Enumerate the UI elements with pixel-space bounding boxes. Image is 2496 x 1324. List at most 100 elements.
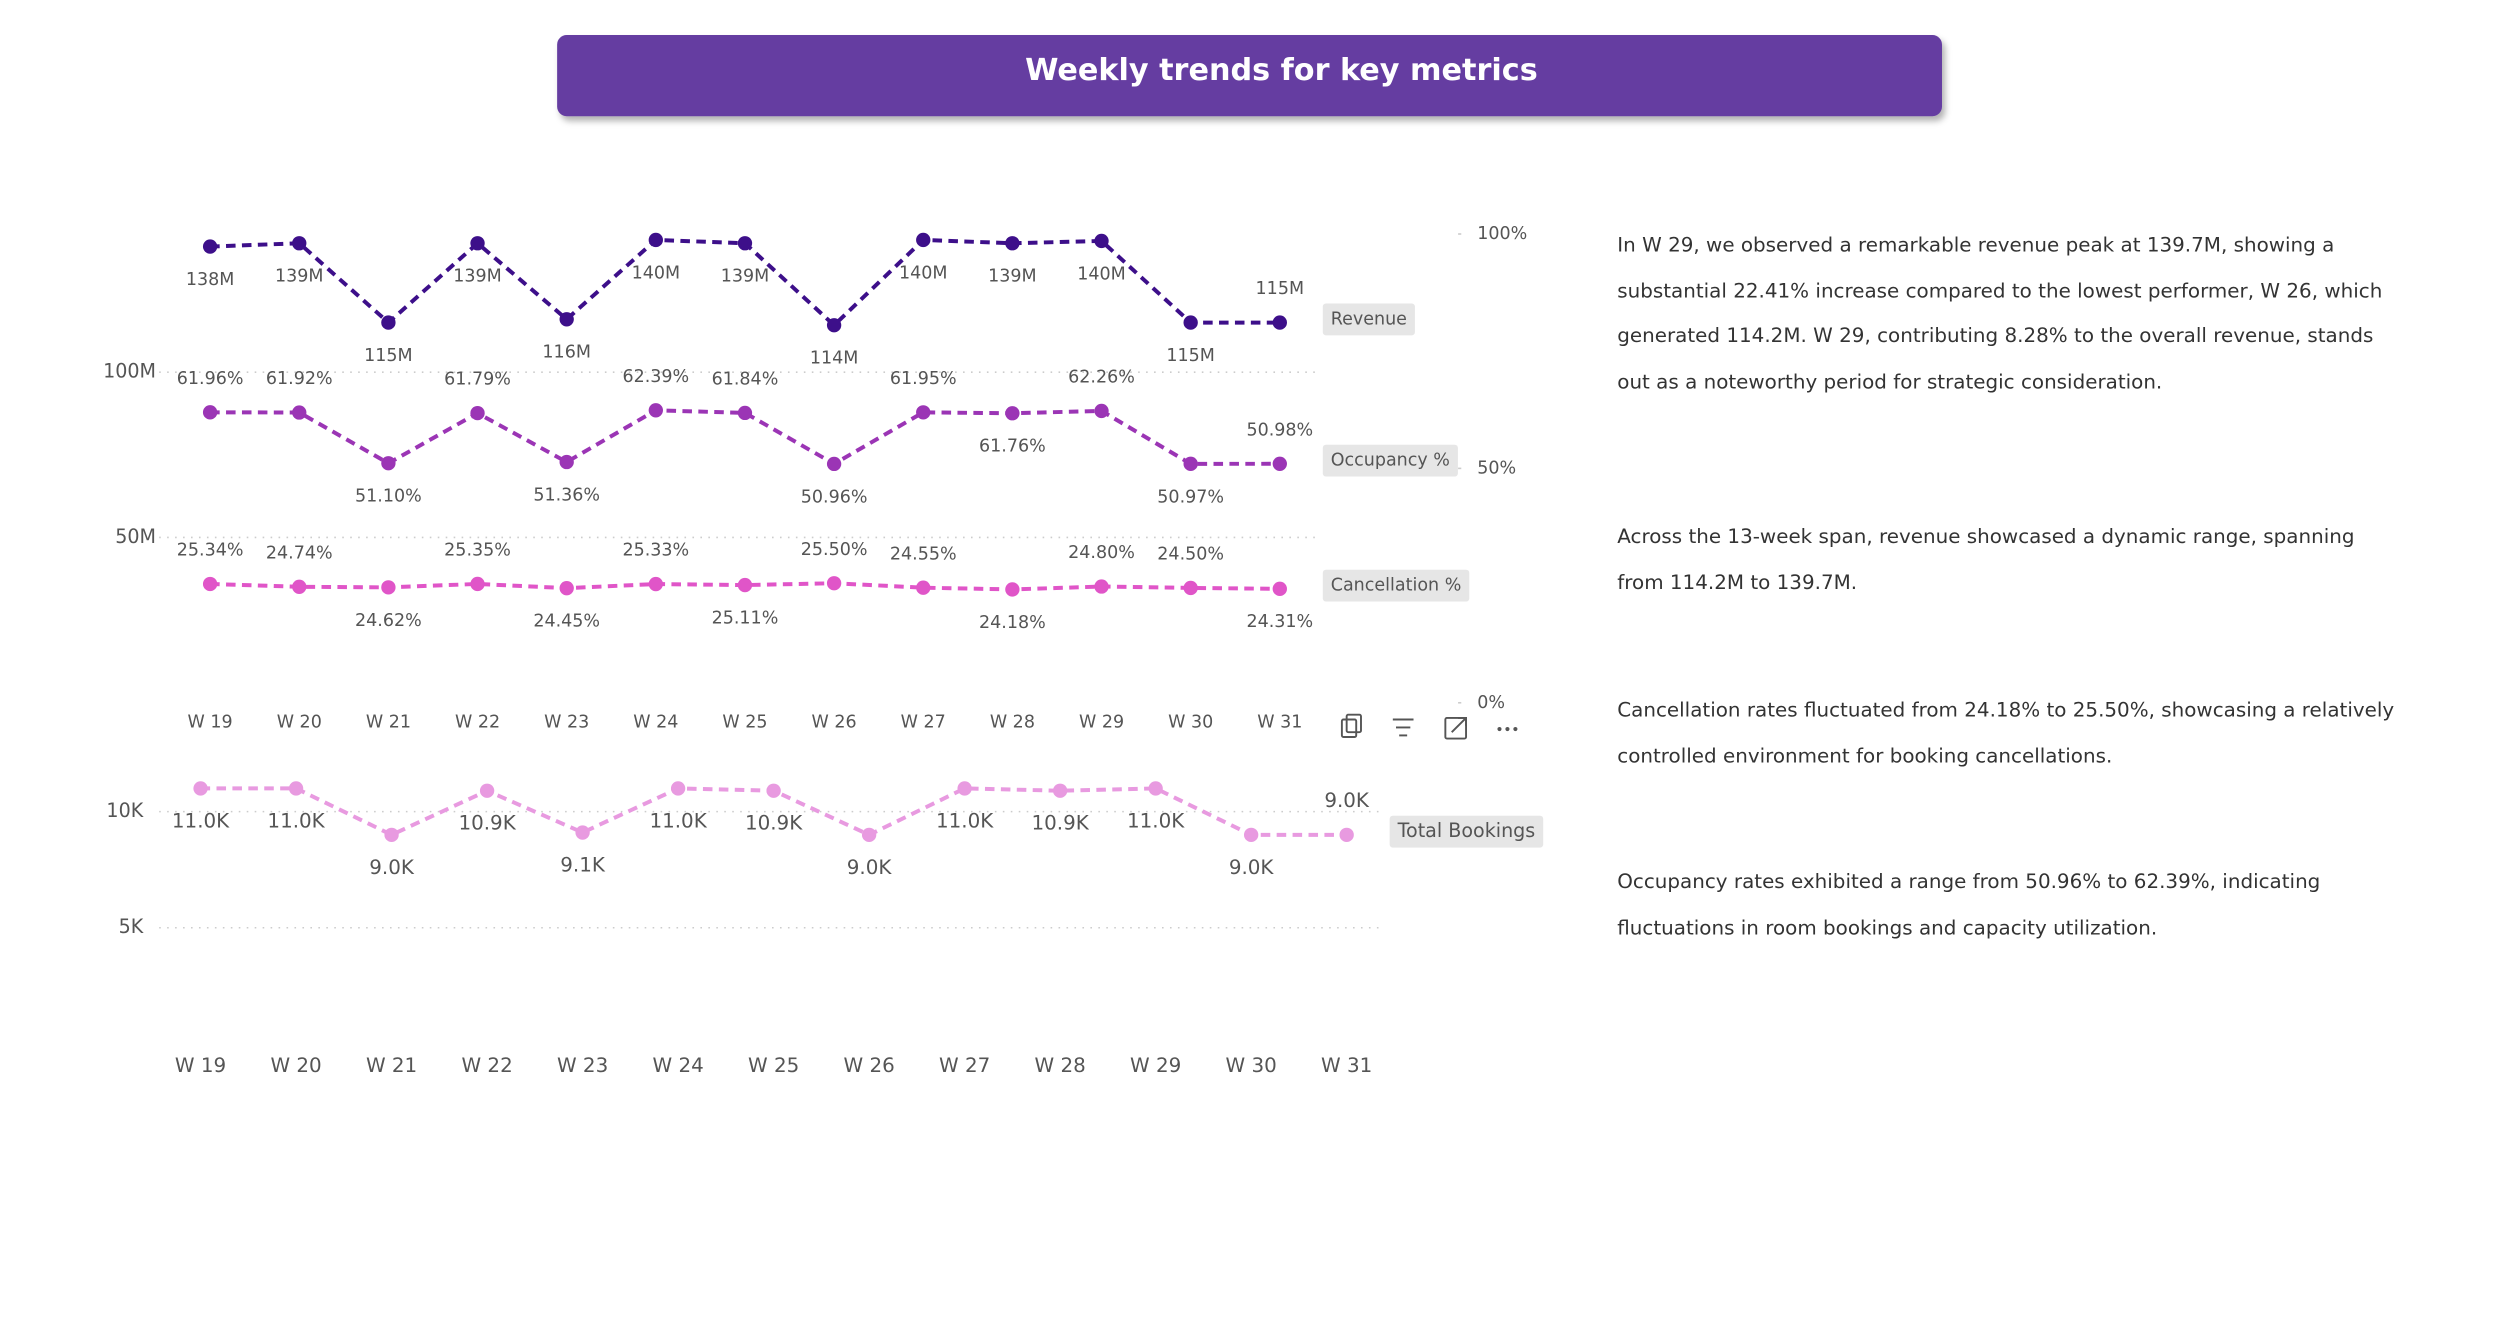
data-label: 24.55% [890, 544, 957, 564]
x-tick-label: W 31 [1321, 1054, 1372, 1077]
data-point [559, 312, 574, 327]
data-point [1272, 315, 1287, 330]
data-label: 114M [810, 349, 859, 369]
x-tick-label: W 25 [722, 713, 767, 733]
data-label: 140M [899, 263, 948, 283]
y-tick-label: 10K [106, 799, 143, 822]
data-label: 139M [721, 267, 770, 287]
data-label: 139M [275, 267, 324, 287]
data-label: 25.50% [801, 540, 868, 560]
data-point [737, 577, 753, 593]
data-label: 140M [632, 263, 681, 283]
insight-text: Cancellation rates fluctuated from 24.18… [1617, 697, 2395, 767]
data-point [957, 781, 972, 796]
data-label: 61.92% [266, 369, 333, 389]
data-label: 10.9K [458, 812, 516, 835]
data-point [470, 405, 485, 421]
data-point [737, 405, 753, 421]
data-point [381, 315, 396, 330]
data-label: 11.0K [172, 809, 230, 832]
data-point [292, 236, 307, 251]
data-point [916, 580, 931, 595]
data-point [381, 456, 396, 471]
data-label: 24.45% [533, 612, 600, 632]
insight-text: Occupancy rates exhibited a range from 5… [1617, 869, 2321, 939]
x-tick-label: W 27 [939, 1054, 990, 1077]
focus-icon[interactable] [1444, 716, 1468, 740]
data-label: 140M [1077, 264, 1126, 284]
copy-icon[interactable] [1340, 713, 1362, 738]
data-label: 51.36% [533, 485, 600, 505]
data-point [826, 318, 842, 333]
x-tick-label: W 28 [990, 713, 1035, 733]
data-point [1183, 580, 1198, 596]
y-tick-label: 5K [119, 915, 144, 938]
series-name: Cancellation % [1331, 576, 1462, 596]
data-point [1005, 582, 1020, 597]
x-tick-label: W 30 [1226, 1054, 1277, 1077]
x-tick-label: W 21 [366, 1054, 417, 1077]
data-point [648, 403, 663, 418]
series-name: Total Bookings [1397, 819, 1536, 842]
data-label: 115M [1166, 346, 1215, 366]
x-tick-label: W 30 [1168, 713, 1213, 733]
y2-tick-label: 50% [1477, 458, 1516, 478]
data-point [766, 783, 781, 798]
x-tick-label: W 24 [652, 1054, 703, 1077]
y-tick-label: 100M [103, 360, 156, 383]
series-tag [1322, 569, 1470, 602]
data-label: 138M [186, 270, 235, 290]
data-label: 139M [988, 267, 1037, 287]
y2-tick-label: 100% [1477, 224, 1527, 244]
x-tick-label: W 26 [843, 1054, 894, 1077]
data-label: 51.10% [355, 487, 422, 507]
data-point [1094, 233, 1109, 249]
data-label: 61.96% [177, 369, 244, 389]
x-tick-label: W 24 [633, 713, 678, 733]
data-label: 116M [542, 343, 591, 363]
insight-text: Across the 13-week span, revenue showcas… [1617, 523, 2355, 593]
data-point [1183, 456, 1198, 472]
series-tag [1322, 303, 1415, 336]
data-point [916, 232, 931, 248]
x-tick-label: W 31 [1257, 713, 1302, 733]
series-name: Occupancy % [1331, 451, 1450, 471]
data-point [575, 825, 590, 840]
visual-toolbar[interactable] [1340, 713, 1518, 740]
x-tick-label: W 20 [277, 713, 322, 733]
data-label: 11.0K [936, 809, 994, 832]
data-label: 9.0K [1229, 856, 1275, 879]
data-label: 24.50% [1157, 544, 1224, 564]
data-point [381, 580, 396, 595]
data-label: 50.96% [801, 487, 868, 507]
series-name: Revenue [1331, 309, 1407, 329]
data-label: 9.1K [560, 853, 606, 876]
data-point [1148, 781, 1163, 796]
series-tag [1389, 815, 1544, 848]
x-tick-label: W 22 [461, 1054, 512, 1077]
data-point [470, 236, 485, 251]
data-label: 11.0K [649, 809, 707, 832]
data-point [826, 576, 842, 591]
x-tick-label: W 20 [270, 1054, 321, 1077]
data-label: 61.79% [444, 370, 511, 390]
x-tick-label: W 19 [175, 1054, 226, 1077]
more-icon[interactable] [1497, 726, 1518, 732]
data-point [202, 405, 218, 420]
data-label: 25.33% [622, 541, 689, 561]
data-label: 24.62% [355, 611, 422, 631]
data-label: 10.9K [1031, 812, 1089, 835]
x-tick-label: W 19 [188, 713, 233, 733]
data-point [826, 456, 842, 472]
data-point [1094, 403, 1109, 419]
data-point [737, 236, 753, 251]
data-point [1005, 236, 1020, 251]
data-label: 115M [1256, 279, 1305, 299]
x-tick-label: W 25 [748, 1054, 799, 1077]
data-point [384, 827, 399, 843]
data-label: 62.26% [1068, 367, 1135, 387]
filter-icon[interactable] [1392, 718, 1414, 737]
